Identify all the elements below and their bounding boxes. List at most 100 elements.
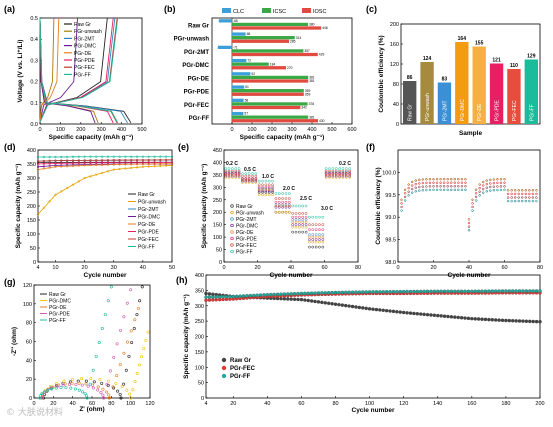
panel-e-point: [348, 174, 351, 178]
panel-g-point: [111, 385, 115, 389]
panel-g-point: [127, 354, 131, 358]
panel-b-value-label: 92: [251, 72, 255, 76]
panel-d-point: [112, 155, 115, 158]
panel-a-x-tick-label: 200: [76, 127, 85, 133]
panel-d-point: [89, 161, 92, 164]
panel-h-point: [231, 294, 235, 299]
panel-b-category-label: PGr-DMC: [182, 63, 209, 69]
panel-f-point: [464, 181, 467, 184]
panel-c-category-label: Raw Gr: [408, 104, 414, 121]
panel-f-point: [492, 185, 496, 188]
panel-d-point: [89, 164, 92, 167]
panel-d-point: [65, 162, 69, 165]
panel-d-point: [54, 193, 57, 196]
panel-f-point: [489, 182, 492, 185]
panel-f-x-axis-label: Cycle number: [448, 272, 491, 279]
panel-d-point: [71, 164, 75, 168]
panel-g-point: [83, 392, 87, 396]
panel-e-point: [331, 171, 335, 174]
panel-f-point: [503, 178, 506, 181]
panel-e-legend-label: PGr-DMC: [236, 224, 258, 230]
panel-e-point: [308, 240, 311, 244]
panel-d-point: [100, 155, 104, 158]
panel-d-y-tick-label: 150: [27, 218, 36, 224]
panel-g-point: [115, 342, 119, 346]
panel-e-point: [301, 218, 305, 222]
panel-f-point: [506, 189, 510, 192]
panel-g-point: [136, 307, 140, 311]
panel-e-point: [251, 174, 254, 178]
panel-d-point: [36, 213, 40, 216]
panel-e-point: [267, 183, 271, 187]
panel-d-point: [147, 161, 150, 164]
panel-h-point: [473, 289, 477, 293]
panel-h-point: [398, 310, 402, 314]
panel-a-y-tick-label: 0.4: [30, 37, 38, 43]
panel-e-point: [271, 185, 274, 189]
panel-e-point: [324, 171, 328, 174]
panel-b-category-label: PGr-PDE: [184, 90, 209, 96]
panel-e-y-tick-label: 300: [213, 185, 222, 191]
panel-g-point: [129, 396, 133, 400]
panel-b-value-label: 429: [319, 53, 325, 57]
panel-h-point: [388, 290, 392, 294]
panel-h-point: [425, 312, 430, 317]
panel-e-point: [244, 178, 248, 182]
panel-e-x-axis-label: Cycle number: [270, 272, 313, 279]
panel-g-legend-label: PGr-FF: [49, 318, 66, 324]
panel-d-y-tick-label: 0: [33, 260, 36, 266]
panel-g-point: [108, 369, 112, 373]
panel-g-point: [106, 299, 110, 303]
panel-d-point: [100, 171, 104, 175]
panel-e-point: [231, 172, 234, 175]
panel-e-point: [224, 171, 228, 174]
panel-a-legend-label: PGr-PDE: [74, 58, 96, 64]
panel-e-point: [294, 225, 298, 229]
panel-h-point: [330, 290, 334, 295]
panel-d-point: [100, 159, 104, 162]
panel-d-legend-label: PGr-unwash: [138, 200, 166, 206]
panel-g-point: [122, 315, 126, 319]
panel-h-point: [364, 306, 368, 311]
panel-h-point: [347, 304, 351, 308]
panel-e-point: [224, 173, 228, 177]
panel-e-point: [344, 171, 348, 174]
panel-h-point: [415, 312, 420, 316]
panel-e-point: [348, 173, 351, 177]
panel-d-point: [42, 162, 45, 165]
panel-d-legend-label: Raw Gr: [138, 192, 155, 198]
panel-h-point: [340, 290, 345, 295]
panel-h-point: [528, 289, 532, 293]
panel-e-point: [341, 176, 345, 179]
panel-d-point: [71, 155, 75, 158]
panel-e-point: [227, 167, 231, 171]
panel-b-value-label: 184: [270, 62, 276, 66]
panel-b-bar-icsc: [232, 75, 309, 80]
panel-a-x-tick-label: 0: [38, 127, 41, 133]
panel-d-y-tick-label: 250: [27, 190, 36, 196]
panel-d-y-tick-label: 200: [27, 204, 36, 210]
panel-f-point: [535, 192, 538, 196]
panel-h-point: [255, 293, 259, 297]
panel-e-point: [261, 190, 264, 194]
panel-c-y-tick-label: 160: [390, 42, 399, 48]
panel-e-point: [348, 171, 351, 174]
panel-c-y-tick-label: 40: [393, 102, 399, 108]
panel-e-point: [314, 228, 318, 231]
panel-f-point: [521, 199, 524, 203]
panel-e-point: [241, 181, 244, 184]
panel-h-point: [422, 289, 426, 294]
panel-e-point: [318, 215, 321, 219]
panel-h-y-tick-label: 250: [195, 319, 204, 325]
panel-f-point: [403, 195, 407, 199]
panel-g-point: [118, 362, 122, 366]
panel-g-legend-label: Raw Gr: [49, 292, 66, 298]
panel-e-point: [304, 223, 308, 227]
panel-d-point: [60, 159, 63, 162]
panel-e-point: [291, 225, 295, 229]
panel-e-point: [244, 177, 248, 180]
panel-e-point: [287, 204, 291, 208]
panel-d-point: [147, 155, 150, 158]
panel-e-point: [304, 215, 308, 219]
panel-b-axes-frame: [211, 17, 353, 125]
